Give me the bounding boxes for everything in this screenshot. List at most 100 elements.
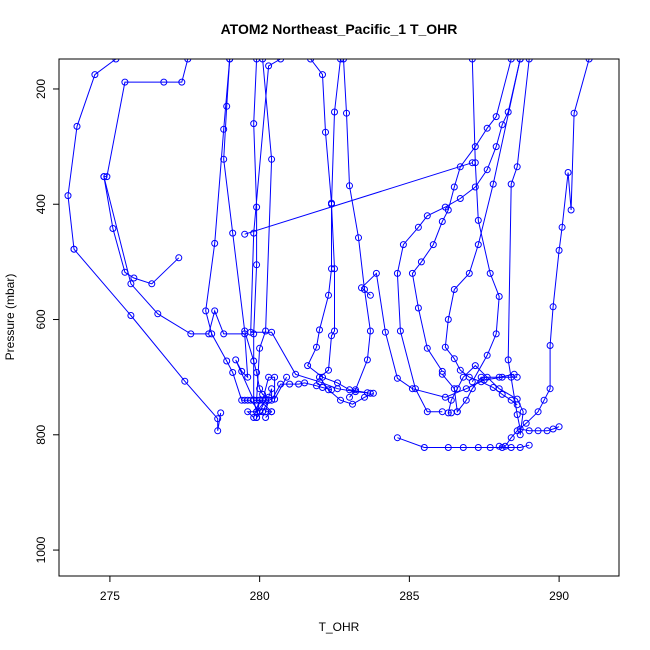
data-point	[492, 143, 500, 151]
data-point	[555, 423, 563, 431]
data-point	[64, 192, 72, 200]
data-point	[340, 59, 347, 63]
x-axis: 275 280 285 290	[100, 576, 569, 603]
data-point	[121, 78, 129, 86]
data-point	[73, 122, 81, 130]
y-axis: 200 400 600 800 1000	[34, 79, 59, 563]
data-point	[127, 312, 135, 319]
data-point	[516, 444, 524, 451]
data-point	[585, 59, 593, 63]
data-point	[492, 113, 500, 121]
data-point	[214, 415, 222, 423]
data-point	[220, 330, 228, 338]
data-point	[334, 379, 341, 387]
data-point	[441, 343, 449, 351]
data-point	[202, 307, 210, 315]
y-tick-label: 800	[34, 424, 48, 444]
data-point	[331, 108, 338, 116]
data-point	[253, 261, 261, 269]
data-point	[516, 59, 524, 63]
data-point	[346, 393, 353, 401]
data-point	[513, 395, 521, 403]
y-tick-label: 1000	[34, 536, 48, 563]
y-tick-label: 600	[34, 309, 48, 329]
x-tick-label: 280	[250, 589, 270, 603]
data-point	[525, 427, 533, 435]
data-point	[316, 373, 323, 381]
data-point	[498, 121, 506, 129]
data-point	[366, 327, 374, 335]
series-line	[411, 59, 512, 372]
data-point	[459, 373, 467, 381]
series-line	[223, 59, 332, 403]
data-point	[223, 357, 231, 365]
data-point	[337, 59, 344, 63]
data-point	[325, 291, 332, 299]
data-point	[486, 269, 494, 277]
data-point	[175, 254, 183, 262]
series-layer	[64, 59, 593, 451]
data-point	[474, 216, 482, 224]
data-point	[220, 155, 228, 163]
data-point	[444, 316, 452, 323]
data-point	[100, 173, 108, 181]
data-point	[286, 380, 294, 388]
data-point	[214, 427, 222, 435]
y-tick-label: 400	[34, 194, 48, 214]
data-point	[337, 396, 344, 404]
data-point	[444, 444, 452, 451]
series-line	[471, 59, 500, 383]
data-point	[471, 183, 479, 191]
data-point	[459, 444, 467, 451]
data-point	[399, 241, 407, 249]
data-point	[328, 332, 335, 340]
data-point	[423, 344, 431, 352]
y-axis-label: Pressure (mbar)	[3, 274, 17, 361]
data-point	[271, 373, 279, 381]
data-point	[238, 367, 246, 375]
data-point	[414, 223, 422, 231]
data-point	[462, 396, 470, 404]
data-point	[220, 125, 228, 133]
data-point	[70, 245, 78, 253]
data-point	[450, 286, 458, 293]
data-point	[244, 408, 252, 416]
data-point	[507, 59, 515, 63]
data-point	[495, 373, 503, 381]
data-point	[417, 258, 425, 266]
data-point	[438, 218, 446, 225]
chart-title: ATOM2 Northeast_Pacific_1 T_OHR	[221, 21, 458, 37]
data-point	[229, 229, 237, 237]
data-point	[411, 385, 419, 393]
data-point	[211, 307, 219, 315]
data-point	[441, 393, 449, 401]
data-point	[268, 328, 276, 336]
data-point	[283, 373, 291, 381]
data-point	[313, 343, 320, 351]
data-point	[217, 409, 225, 417]
data-point	[208, 330, 216, 338]
data-point	[381, 328, 389, 336]
data-point	[355, 234, 362, 242]
data-point	[456, 195, 464, 202]
data-point	[516, 431, 524, 439]
data-point	[456, 163, 464, 171]
data-point	[483, 351, 491, 359]
x-tick-label: 285	[399, 589, 419, 603]
data-point	[522, 419, 530, 427]
data-point	[450, 355, 458, 363]
data-point	[447, 396, 455, 404]
data-point	[489, 180, 497, 188]
data-point	[393, 374, 401, 382]
data-point	[468, 59, 476, 63]
series-line	[499, 59, 590, 447]
data-point	[361, 393, 368, 401]
data-point	[558, 223, 566, 231]
data-point	[259, 59, 267, 63]
data-point	[504, 356, 512, 364]
series-line	[396, 59, 521, 413]
data-point	[187, 330, 195, 338]
series-line	[244, 162, 473, 235]
